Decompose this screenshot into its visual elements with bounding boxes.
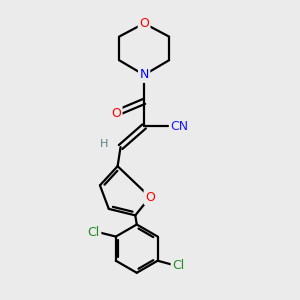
Text: O: O — [111, 107, 121, 120]
Text: Cl: Cl — [88, 226, 100, 239]
Text: O: O — [145, 190, 155, 204]
Text: H: H — [100, 139, 109, 149]
Text: CN: CN — [171, 120, 189, 133]
Text: Cl: Cl — [172, 259, 184, 272]
Text: O: O — [139, 17, 149, 30]
Text: N: N — [140, 68, 149, 81]
